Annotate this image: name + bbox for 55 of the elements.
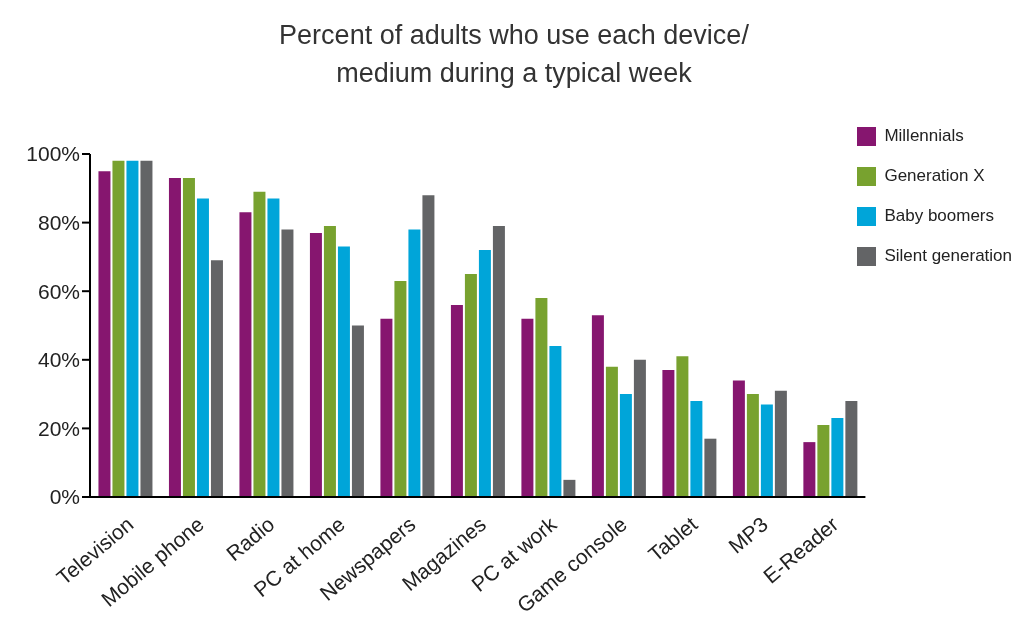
bar: [239, 212, 252, 497]
bar: [746, 394, 759, 497]
bar: [182, 178, 195, 497]
legend-label: Generation X: [884, 166, 985, 186]
bar: [492, 226, 505, 497]
bar: [760, 404, 773, 497]
bar: [196, 198, 209, 497]
bar: [704, 438, 717, 497]
y-tick-label: 20%: [37, 416, 80, 440]
bar: [464, 274, 477, 497]
bar: [337, 246, 350, 497]
bar: [535, 298, 548, 497]
bar: [676, 356, 689, 497]
bar: [549, 346, 562, 497]
bar: [351, 325, 364, 497]
bar: [831, 418, 844, 497]
bar: [253, 191, 266, 497]
y-tick-label: 40%: [37, 348, 80, 372]
y-tick-label: 0%: [49, 485, 80, 509]
bar: [323, 226, 336, 497]
bar: [563, 479, 576, 497]
y-tick-label: 100%: [26, 142, 80, 166]
bar: [98, 171, 111, 497]
bar: [112, 160, 125, 497]
bar: [633, 359, 646, 497]
y-tick-label: 80%: [37, 211, 80, 235]
bar: [450, 304, 463, 497]
bar: [126, 160, 139, 497]
bar: [591, 315, 604, 497]
bar: [168, 178, 181, 497]
bar: [478, 250, 491, 497]
bar: [619, 394, 632, 497]
bar: [408, 229, 421, 497]
y-tick-label: 60%: [37, 279, 80, 303]
bar: [845, 400, 858, 497]
bar: [140, 160, 153, 497]
bar: [521, 318, 534, 497]
bar: [817, 424, 830, 497]
bar: [281, 229, 294, 497]
bar: [690, 400, 703, 497]
bar: [422, 195, 435, 497]
bar: [662, 370, 675, 497]
bar: [309, 232, 322, 497]
bar: [210, 260, 223, 497]
bar: [380, 318, 393, 497]
bar: [732, 380, 745, 497]
bar: [605, 366, 618, 497]
legend-label: Millennials: [884, 126, 964, 146]
legend-label: Silent generation: [884, 246, 1012, 266]
bar: [267, 198, 280, 497]
legend-label: Baby boomers: [884, 206, 995, 226]
bar: [803, 442, 816, 497]
bar: [394, 280, 407, 497]
chart-title: Percent of adults who use each device/ medium during a typical week: [278, 19, 750, 90]
bar: [774, 390, 787, 497]
